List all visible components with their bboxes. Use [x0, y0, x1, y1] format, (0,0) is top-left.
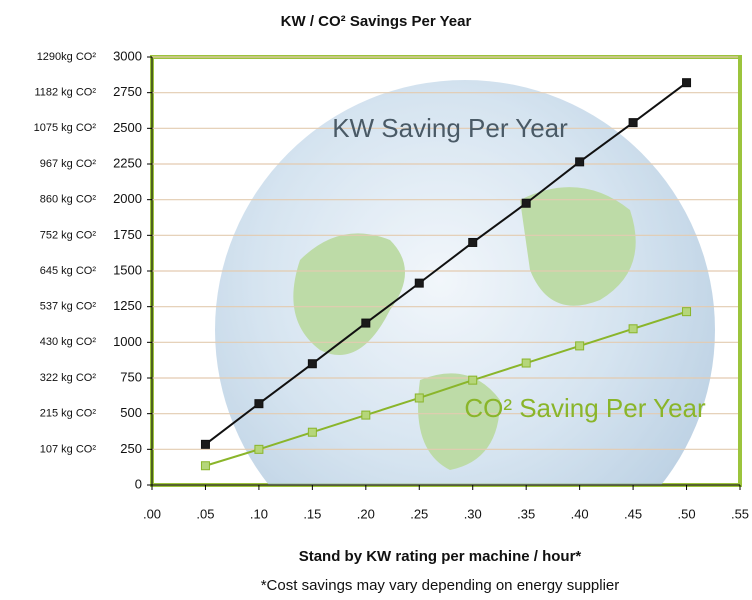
x-tick-label: .15 — [303, 506, 321, 521]
y2-tick-label: 215 kg CO² — [40, 408, 97, 420]
x-tick-label: .10 — [250, 506, 268, 521]
y2-tick-label: 860 kg CO² — [40, 194, 97, 206]
point-marker — [522, 199, 530, 207]
y-tick-label: 2500 — [113, 120, 142, 135]
y-tick-label: 250 — [120, 441, 142, 456]
x-tick-label: .00 — [143, 506, 161, 521]
y-tick-label: 2000 — [113, 191, 142, 206]
y-tick-label: 1000 — [113, 334, 142, 349]
series-label: KW Saving Per Year — [332, 113, 568, 143]
point-marker — [308, 360, 316, 368]
x-tick-label: .25 — [410, 506, 428, 521]
point-marker — [415, 279, 423, 287]
point-marker — [683, 79, 691, 87]
y-tick-label: 2250 — [113, 155, 142, 170]
y2-tick-label: 537 kg CO² — [40, 301, 97, 313]
point-marker — [683, 308, 691, 316]
series-label: CO² Saving Per Year — [464, 393, 706, 423]
point-marker — [629, 119, 637, 127]
y-tick-label: 3000 — [113, 48, 142, 63]
point-marker — [255, 445, 263, 453]
point-marker — [308, 428, 316, 436]
y-tick-label: 1250 — [113, 298, 142, 313]
point-marker — [362, 411, 370, 419]
y2-tick-label: 1182 kg CO² — [34, 87, 96, 99]
y2-tick-label: 1075 kg CO² — [34, 122, 97, 134]
point-marker — [522, 359, 530, 367]
y2-tick-label: 322 kg CO² — [40, 372, 97, 384]
y2-tick-label: 752 kg CO² — [40, 229, 97, 241]
point-marker — [201, 440, 209, 448]
y-tick-label: 500 — [120, 405, 142, 420]
y-tick-label: 750 — [120, 369, 142, 384]
point-marker — [469, 376, 477, 384]
x-tick-label: .20 — [357, 506, 375, 521]
y-tick-label: 1750 — [113, 227, 142, 242]
x-tick-label: .35 — [517, 506, 535, 521]
point-marker — [576, 342, 584, 350]
point-marker — [362, 319, 370, 327]
chart: KW / CO² Savings Per Year Stand by KW ra… — [0, 0, 752, 600]
y2-tick-label: 107 kg CO² — [40, 443, 97, 455]
point-marker — [415, 394, 423, 402]
y-tick-label: 0 — [135, 476, 142, 491]
x-tick-label: .05 — [196, 506, 214, 521]
x-axis-title: Stand by KW rating per machine / hour* — [299, 548, 582, 565]
chart-title: KW / CO² Savings Per Year — [281, 13, 472, 30]
y2-tick-label: 645 kg CO² — [40, 265, 97, 277]
x-tick-label: .45 — [624, 506, 642, 521]
footnote: *Cost savings may vary depending on ener… — [261, 577, 620, 594]
x-tick-label: .40 — [571, 506, 589, 521]
x-tick-label: .30 — [464, 506, 482, 521]
point-marker — [255, 400, 263, 408]
globe-background — [215, 80, 715, 580]
y2-tick-label: 967 kg CO² — [40, 158, 97, 170]
y-tick-label: 1500 — [113, 262, 142, 277]
x-tick-label: .50 — [678, 506, 696, 521]
point-marker — [629, 325, 637, 333]
y-tick-label: 2750 — [113, 84, 142, 99]
x-tick-label: .55 — [731, 506, 749, 521]
point-marker — [201, 462, 209, 470]
y2-tick-label: 430 kg CO² — [40, 336, 97, 348]
y2-tick-label: 1290kg CO² — [37, 51, 97, 63]
point-marker — [576, 158, 584, 166]
point-marker — [469, 238, 477, 246]
